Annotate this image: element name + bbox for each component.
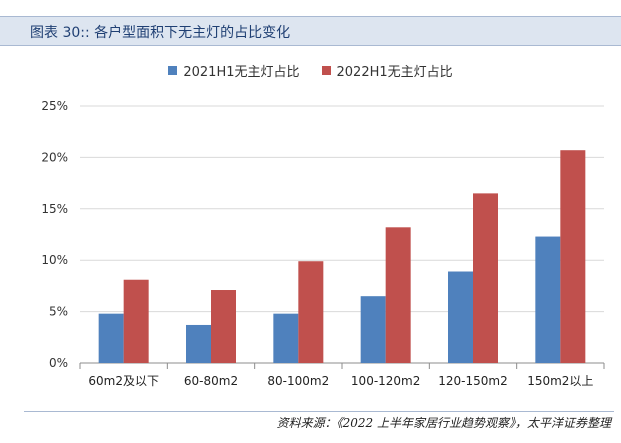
bar-2021: [360, 296, 386, 363]
bar-2021: [98, 313, 124, 363]
y-tick-label: 25%: [41, 99, 68, 113]
bar-2022: [560, 150, 586, 363]
x-tick-label: 60-80m2: [184, 374, 238, 388]
figure-header: 图表 30:: 各户型面积下无主灯的占比变化: [0, 16, 621, 46]
footer-divider: [24, 411, 614, 412]
legend-label-2021: 2021H1无主灯占比: [183, 64, 300, 80]
y-tick-label: 20%: [41, 150, 68, 164]
legend-label-2022: 2022H1无主灯占比: [336, 64, 453, 80]
figure-title: 图表 30:: 各户型面积下无主灯的占比变化: [30, 22, 290, 42]
x-tick-label: 60m2及以下: [88, 374, 159, 388]
y-tick-label: 5%: [49, 305, 68, 319]
x-tick-label: 120-150m2: [438, 374, 507, 388]
chart-legend: 2021H1无主灯占比 2022H1无主灯占比: [0, 60, 621, 80]
legend-item-2022: 2022H1无主灯占比: [321, 61, 453, 80]
bar-2021: [186, 324, 211, 363]
y-tick-label: 0%: [49, 356, 68, 370]
bar-2021: [448, 271, 473, 363]
legend-item-2021: 2021H1无主灯占比: [168, 61, 300, 80]
bar-2022: [298, 261, 324, 363]
y-tick-label: 10%: [41, 253, 68, 267]
legend-swatch-2021: [168, 65, 178, 75]
x-tick-label: 100-120m2: [351, 374, 420, 388]
y-tick-label: 15%: [41, 202, 68, 216]
figure-title-text: 各户型面积下无主灯的占比变化: [94, 25, 291, 41]
figure-label: 图表 30::: [30, 25, 90, 41]
source-note: 资料来源：《2022 上半年家居行业趋势观察》，太平洋证券整理: [276, 416, 611, 430]
bar-2022: [385, 227, 411, 363]
x-tick-label: 80-100m2: [267, 374, 329, 388]
legend-swatch-2022: [321, 65, 331, 75]
bar-2022: [473, 193, 498, 363]
bar-2021: [535, 236, 561, 363]
bar-2022: [123, 279, 149, 363]
bar-2022: [211, 290, 236, 363]
top-cropped-strip: [0, 0, 621, 14]
x-tick-label: 150m2以上: [527, 374, 593, 388]
bar-2021: [273, 313, 299, 363]
